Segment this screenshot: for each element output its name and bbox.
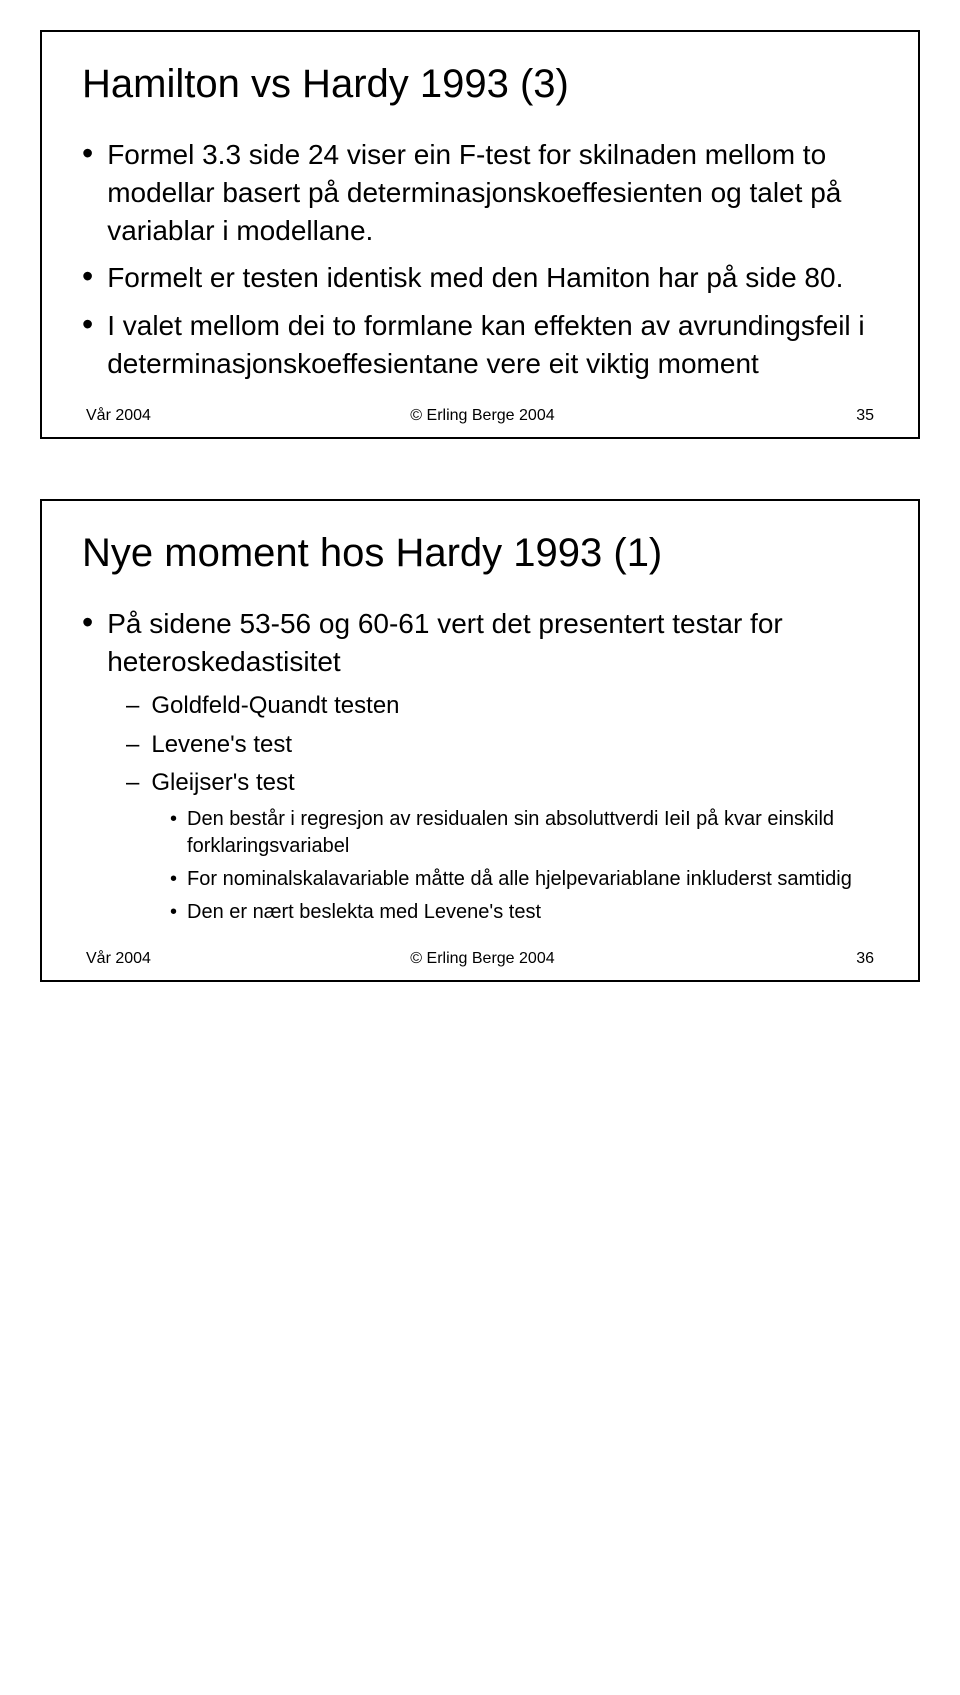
slide1-bullet-1: • Formel 3.3 side 24 viser ein F-test fo… <box>82 136 878 249</box>
footer-left: Vår 2004 <box>86 407 151 425</box>
slide2-title: Nye moment hos Hardy 1993 (1) <box>82 529 878 577</box>
bullet-text: Formel 3.3 side 24 viser ein F-test for … <box>107 136 878 249</box>
footer-center: © Erling Berge 2004 <box>151 950 814 968</box>
bullet-icon: • <box>82 136 93 171</box>
bullet-text: Levene's test <box>151 729 292 761</box>
slide2-bullet-6: • For nominalskalavariable måtte då alle… <box>170 866 878 893</box>
slide-1: Hamilton vs Hardy 1993 (3) • Formel 3.3 … <box>40 30 920 439</box>
bullet-text: Den består i regresjon av residualen sin… <box>187 806 878 860</box>
bullet-text: I valet mellom dei to formlane kan effek… <box>107 307 878 383</box>
slide1-bullet-2: • Formelt er testen identisk med den Ham… <box>82 259 878 297</box>
slide2-bullet-7: • Den er nært beslekta med Levene's test <box>170 899 878 926</box>
footer-page-number: 36 <box>814 950 874 968</box>
bullet-icon: • <box>82 307 93 342</box>
bullet-text: For nominalskalavariable måtte då alle h… <box>187 866 852 893</box>
dash-icon: – <box>126 767 139 799</box>
bullet-icon: • <box>170 899 177 926</box>
footer-left: Vår 2004 <box>86 950 151 968</box>
slide2-bullet-2: – Goldfeld-Quandt testen <box>126 690 878 722</box>
bullet-text: Den er nært beslekta med Levene's test <box>187 899 541 926</box>
bullet-icon: • <box>170 866 177 893</box>
slide1-footer: Vår 2004 © Erling Berge 2004 35 <box>82 407 878 425</box>
bullet-icon: • <box>82 605 93 640</box>
footer-center: © Erling Berge 2004 <box>151 407 814 425</box>
bullet-text: Formelt er testen identisk med den Hamit… <box>107 259 843 297</box>
bullet-text: På sidene 53-56 og 60-61 vert det presen… <box>107 605 878 681</box>
footer-page-number: 35 <box>814 407 874 425</box>
slide2-bullet-1: • På sidene 53-56 og 60-61 vert det pres… <box>82 605 878 681</box>
slide-2: Nye moment hos Hardy 1993 (1) • På siden… <box>40 499 920 982</box>
slide1-title: Hamilton vs Hardy 1993 (3) <box>82 60 878 108</box>
dash-icon: – <box>126 729 139 761</box>
bullet-text: Gleijser's test <box>151 767 294 799</box>
bullet-icon: • <box>82 259 93 294</box>
dash-icon: – <box>126 690 139 722</box>
slide2-bullet-5: • Den består i regresjon av residualen s… <box>170 806 878 860</box>
slide2-bullet-4: – Gleijser's test <box>126 767 878 799</box>
slide1-bullet-3: • I valet mellom dei to formlane kan eff… <box>82 307 878 383</box>
bullet-text: Goldfeld-Quandt testen <box>151 690 399 722</box>
slide2-footer: Vår 2004 © Erling Berge 2004 36 <box>82 950 878 968</box>
bullet-icon: • <box>170 806 177 833</box>
slide2-bullet-3: – Levene's test <box>126 729 878 761</box>
page: Hamilton vs Hardy 1993 (3) • Formel 3.3 … <box>0 0 960 1062</box>
